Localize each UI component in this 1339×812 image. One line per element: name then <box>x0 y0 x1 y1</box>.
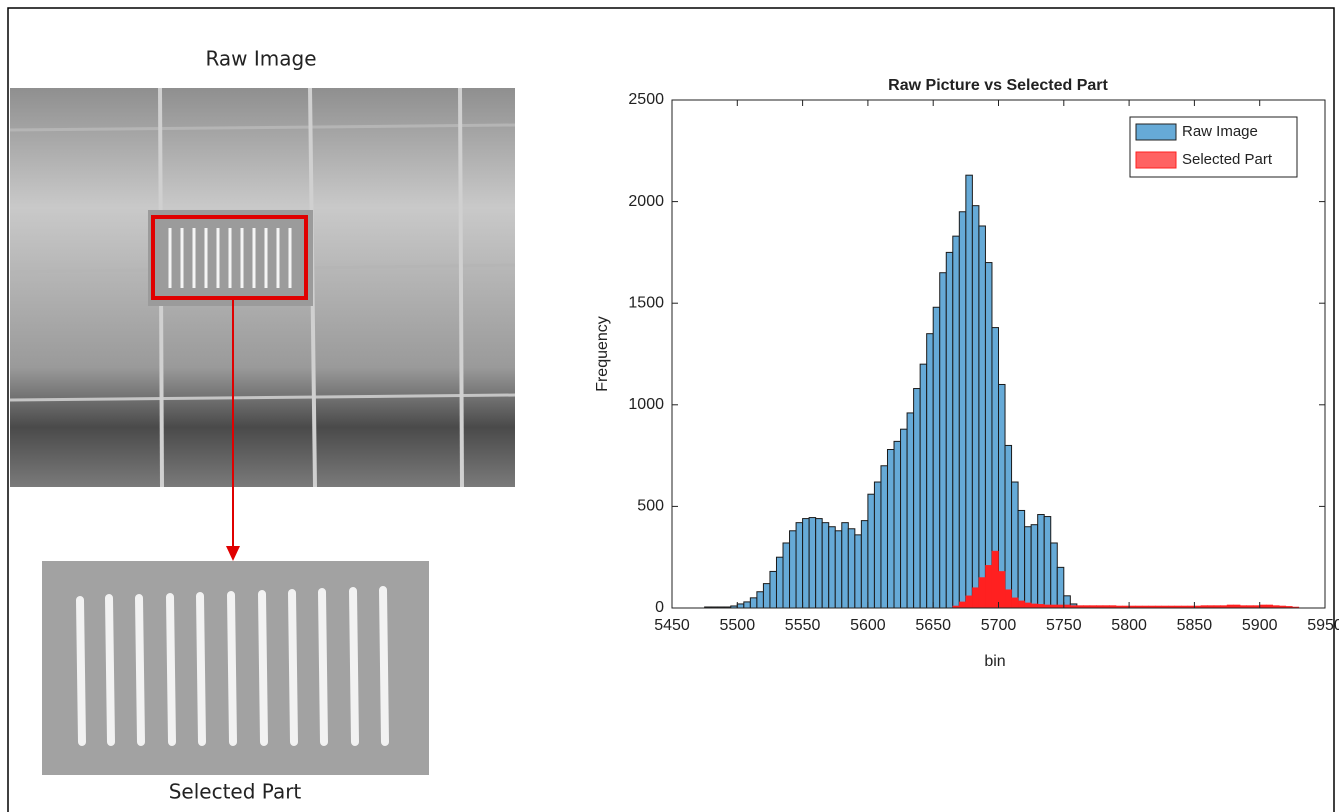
x-tick-label: 5750 <box>1046 617 1082 634</box>
bar <box>900 428 908 609</box>
y-tick-label: 500 <box>637 498 664 515</box>
bar <box>873 481 882 609</box>
legend-label: Raw Image <box>1182 123 1258 140</box>
y-tick-label: 1500 <box>628 294 664 311</box>
bar <box>1004 444 1013 609</box>
bar <box>965 595 973 609</box>
x-tick-label: 5600 <box>850 617 886 634</box>
bar <box>841 522 849 609</box>
bar <box>762 583 771 609</box>
bar <box>867 493 875 609</box>
bar <box>1037 514 1045 609</box>
bar <box>893 440 902 609</box>
bar <box>769 570 777 609</box>
legend-swatch <box>1135 151 1177 169</box>
arrow <box>226 299 240 561</box>
bar <box>1056 566 1065 609</box>
bar <box>958 211 967 609</box>
bar <box>945 251 954 609</box>
bar <box>756 591 764 609</box>
bar <box>1017 600 1025 609</box>
raw-image <box>9 87 516 488</box>
y-tick-label: 1000 <box>628 396 664 413</box>
bar <box>782 542 791 609</box>
bar <box>1011 597 1019 609</box>
bar <box>860 520 869 609</box>
x-tick-label: 5800 <box>1111 617 1147 634</box>
y-tick-label: 2500 <box>628 91 664 108</box>
chart-title: Raw Picture vs Selected Part <box>888 77 1108 94</box>
bar <box>1050 542 1058 609</box>
bar <box>984 262 993 609</box>
legend-label: Selected Part <box>1182 151 1273 168</box>
bar <box>815 518 823 609</box>
x-tick-label: 5950 <box>1307 617 1339 634</box>
bar <box>926 333 934 609</box>
bar <box>775 556 784 609</box>
raw-caption: Raw Image <box>205 47 316 71</box>
bar <box>834 530 843 609</box>
bar <box>972 587 980 609</box>
bar <box>978 225 986 609</box>
bar <box>991 550 999 609</box>
bar <box>886 449 895 609</box>
bar <box>789 530 797 609</box>
bar <box>847 528 856 609</box>
x-axis-label: bin <box>984 653 1005 670</box>
bar <box>743 601 751 609</box>
bar <box>821 522 830 609</box>
x-tick-label: 5900 <box>1242 617 1278 634</box>
bar <box>1004 589 1012 609</box>
bar <box>939 272 947 609</box>
bar <box>919 363 928 609</box>
y-tick-label: 0 <box>655 599 664 616</box>
x-tick-label: 5450 <box>654 617 690 634</box>
x-tick-label: 5500 <box>720 617 756 634</box>
bar <box>959 601 967 609</box>
bar <box>736 603 745 609</box>
x-tick-label: 5700 <box>981 617 1017 634</box>
bar <box>880 465 888 609</box>
bar <box>965 174 973 609</box>
bar <box>932 306 941 609</box>
bar <box>952 235 960 609</box>
histogram: Raw Picture vs Selected Part bin Frequen… <box>594 77 1339 670</box>
selected-image <box>42 561 429 775</box>
bar <box>1030 524 1039 609</box>
x-tick-label: 5850 <box>1177 617 1213 634</box>
selected-caption: Selected Part <box>169 780 302 804</box>
bar <box>1017 509 1026 609</box>
bar <box>978 577 986 609</box>
frame <box>7 7 1335 812</box>
bar <box>985 565 993 609</box>
bar <box>1024 526 1032 609</box>
bar <box>1043 516 1052 609</box>
x-tick-label: 5550 <box>785 617 821 634</box>
bar <box>795 522 804 609</box>
y-tick-label: 2000 <box>628 193 664 210</box>
bar <box>802 518 810 609</box>
bar <box>971 205 980 609</box>
y-axis-label: Frequency <box>594 316 611 392</box>
bar <box>913 388 921 609</box>
bar <box>906 412 915 609</box>
bar <box>749 597 758 609</box>
bar <box>854 534 862 609</box>
bar <box>1024 602 1032 609</box>
legend-swatch <box>1135 123 1177 141</box>
bar <box>828 526 836 609</box>
bar <box>1037 604 1045 609</box>
bar <box>1030 603 1038 609</box>
bar <box>998 571 1006 609</box>
bar <box>808 517 817 609</box>
bar <box>1011 481 1019 609</box>
x-tick-label: 5650 <box>915 617 951 634</box>
